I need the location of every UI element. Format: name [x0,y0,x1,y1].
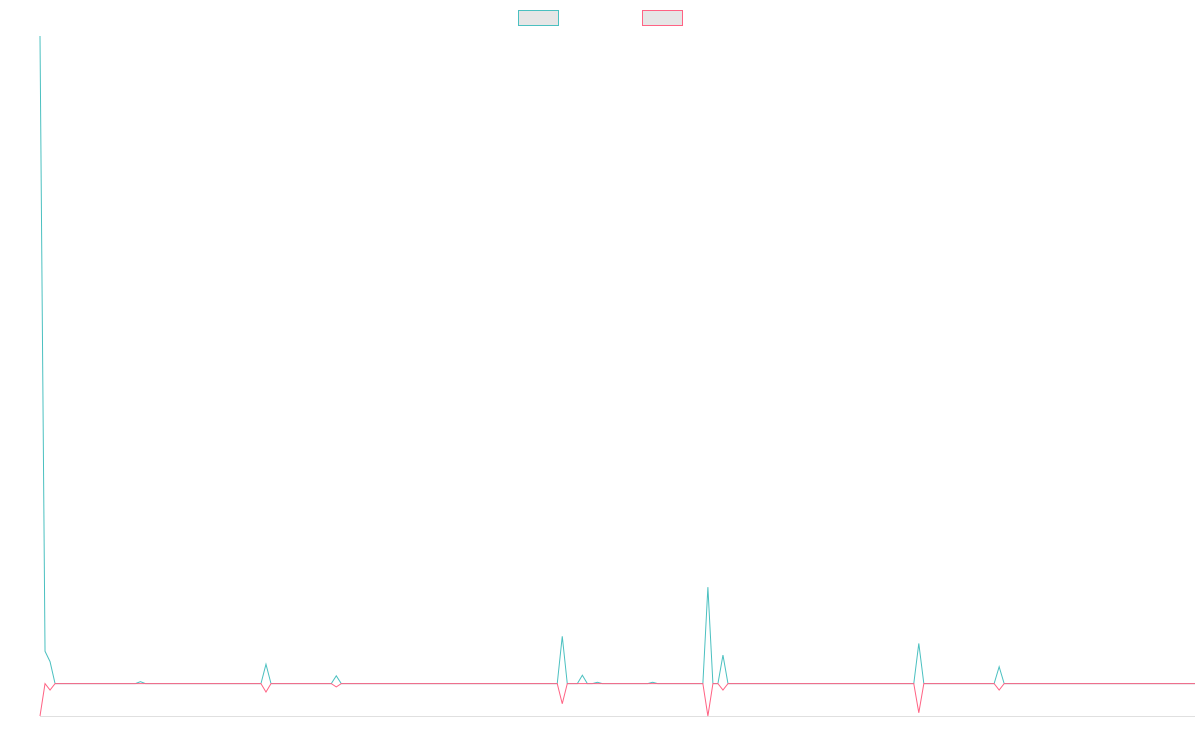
line-series [39,682,1195,717]
legend-swatch [518,10,559,26]
legend-swatch [642,10,683,26]
line-series [39,35,1195,685]
